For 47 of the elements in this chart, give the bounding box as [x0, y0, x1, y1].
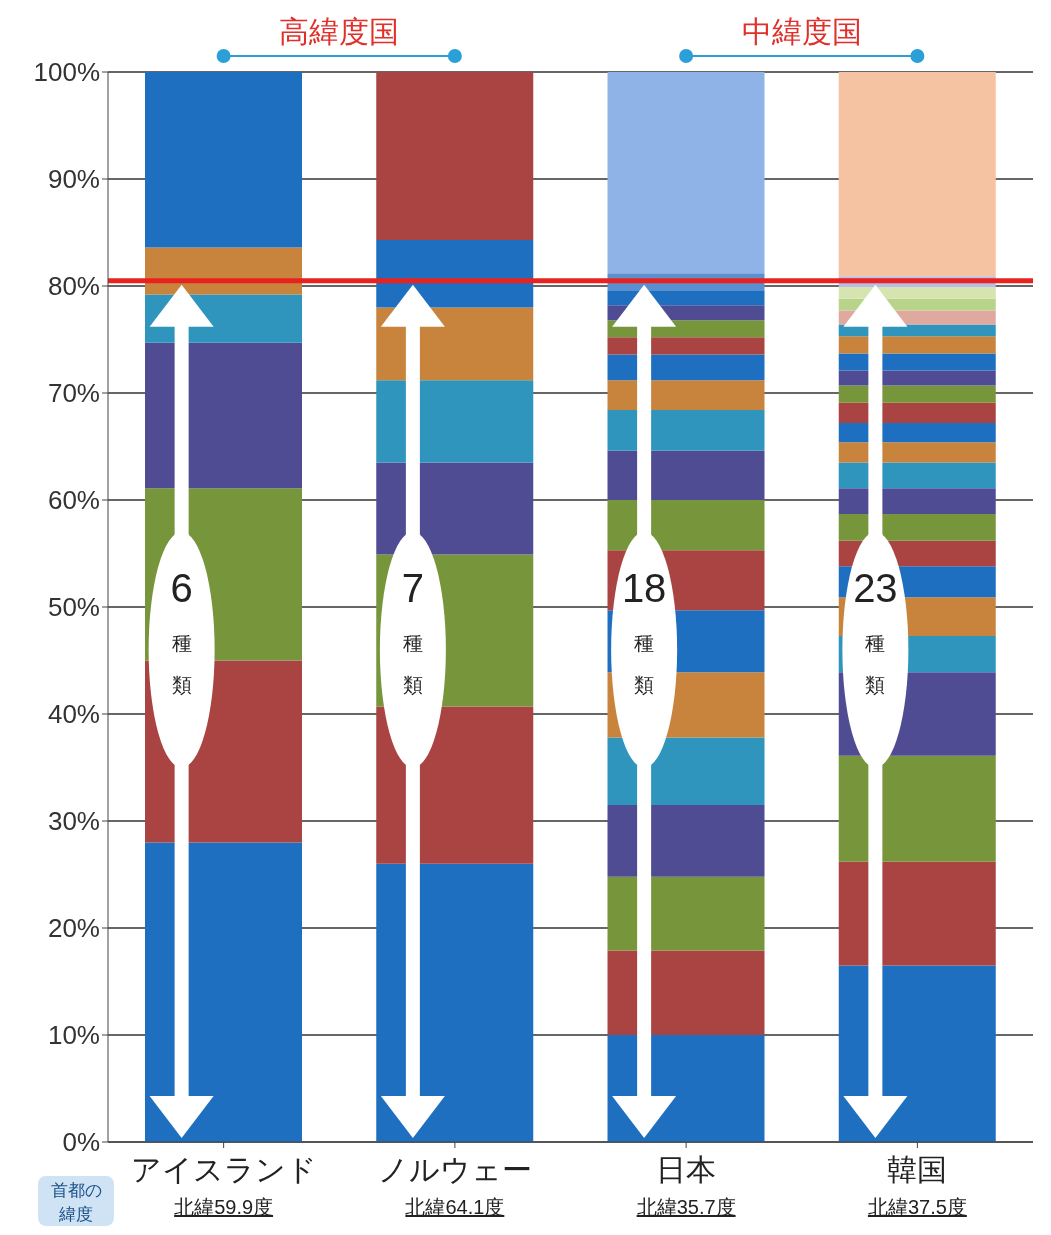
- y-tick-label: 50%: [47, 592, 100, 623]
- bar: [376, 380, 534, 463]
- bar: [838, 353, 996, 371]
- bar: [838, 442, 996, 463]
- y-tick-label: 30%: [47, 806, 100, 837]
- x-tick-label: ノルウェー: [377, 1153, 532, 1186]
- text: 北緯59.9度: [174, 1196, 274, 1218]
- bar: [607, 450, 765, 500]
- y-tick-label: 100%: [33, 57, 100, 88]
- bar: [838, 402, 996, 423]
- bar: [838, 287, 996, 299]
- y-tick-label: 10%: [47, 1020, 100, 1051]
- y-tick-label: 90%: [47, 164, 100, 195]
- y-tick-label: 20%: [47, 913, 100, 944]
- bar: [376, 72, 534, 240]
- annotation: 23種類: [853, 566, 898, 697]
- annotation: 18種類: [621, 566, 667, 697]
- bar: [838, 370, 996, 386]
- x-tick-label: 日本: [656, 1153, 717, 1186]
- y-tick-label: 60%: [47, 485, 100, 516]
- text: 首都の緯度: [50, 1181, 102, 1224]
- bar: [838, 861, 996, 966]
- x-tick-label: 韓国: [887, 1153, 948, 1186]
- bar: [607, 354, 765, 381]
- bar: [607, 410, 765, 451]
- text: 北緯35.7度: [636, 1196, 736, 1218]
- bar: [607, 72, 765, 274]
- bar: [607, 380, 765, 411]
- bar: [838, 385, 996, 403]
- y-tick-label: 0%: [62, 1127, 100, 1158]
- bar: [145, 342, 302, 489]
- bar: [607, 950, 765, 1035]
- text: 高緯度国: [279, 15, 400, 48]
- annotation: 6種類: [170, 566, 193, 697]
- text: 北緯64.1度: [405, 1196, 505, 1218]
- bar: [607, 337, 765, 355]
- bar: [607, 804, 765, 877]
- bar: [607, 876, 765, 951]
- annotation: 7種類: [401, 566, 424, 697]
- y-tick-label: 70%: [47, 378, 100, 409]
- y-tick-label: 80%: [47, 271, 100, 302]
- x-tick-label: アイスランド: [130, 1153, 317, 1186]
- bar: [838, 72, 996, 277]
- text: 北緯37.5度: [867, 1196, 967, 1218]
- bar: [145, 72, 302, 248]
- text: 中緯度国: [741, 15, 862, 48]
- y-tick-label: 40%: [47, 699, 100, 730]
